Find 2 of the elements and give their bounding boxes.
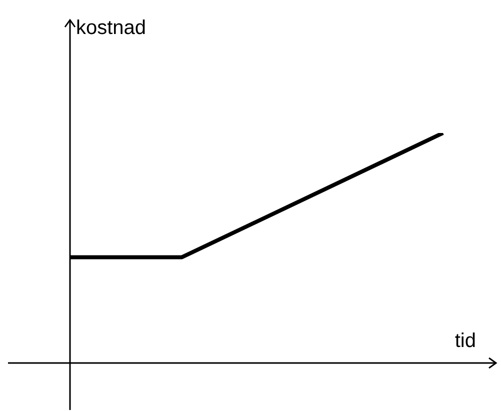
y-axis-title: kostnad bbox=[76, 17, 146, 39]
x-axis-title: tid bbox=[454, 330, 476, 352]
